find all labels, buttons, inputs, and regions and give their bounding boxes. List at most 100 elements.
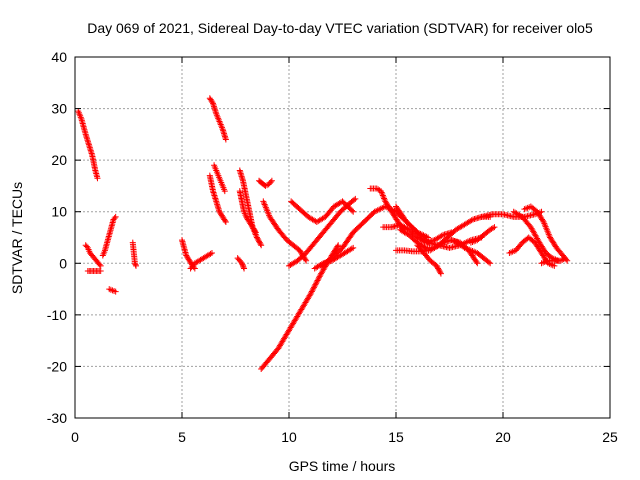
y-tick-label: 10: [51, 204, 67, 220]
data-point-fill: [348, 245, 355, 252]
data-point-fill: [239, 261, 246, 268]
data-point-fill: [473, 258, 480, 265]
data-point-fill: [539, 217, 546, 224]
data-point: [249, 224, 256, 231]
data-point: [487, 260, 494, 267]
data-point-fill: [381, 195, 388, 202]
data-point-fill: [251, 228, 258, 235]
data-point: [491, 224, 498, 231]
data-point: [437, 270, 444, 277]
data-point-fill: [314, 277, 321, 284]
data-point-fill: [255, 237, 262, 244]
data-point-fill: [310, 285, 317, 292]
data-point-fill: [207, 250, 214, 257]
data-point-fill: [560, 255, 567, 262]
y-tick-label: 30: [51, 101, 67, 117]
data-point: [352, 195, 359, 202]
data-point-fill: [253, 233, 260, 240]
y-tick-label: -20: [47, 358, 67, 374]
data-point-fill: [83, 243, 90, 250]
data-point: [253, 234, 260, 241]
data-point: [208, 249, 215, 256]
data-point-fill: [254, 235, 261, 242]
data-point-fill: [490, 225, 497, 232]
data-point-fill: [222, 217, 229, 224]
x-axis-label: GPS time / hours: [289, 458, 396, 474]
data-point-fill: [252, 231, 259, 238]
x-tick-label: 25: [602, 429, 618, 445]
data-point-fill: [436, 268, 443, 275]
x-tick-label: 20: [495, 429, 511, 445]
data-point-fill: [313, 278, 320, 285]
data-point: [97, 268, 104, 275]
data-point-fill: [267, 178, 274, 185]
data-point-fill: [240, 264, 247, 271]
data-point: [551, 262, 558, 269]
data-point: [112, 288, 119, 295]
data-point-fill: [381, 196, 388, 203]
data-point-fill: [437, 269, 444, 276]
data-point: [350, 244, 357, 251]
data-point-fill: [302, 256, 309, 263]
data-point: [474, 260, 481, 267]
x-tick-label: 0: [71, 429, 79, 445]
y-tick-label: -30: [47, 410, 67, 426]
data-point-fill: [434, 264, 441, 271]
data-point: [378, 188, 385, 195]
data-point: [132, 262, 139, 269]
data-point-fill: [315, 274, 322, 281]
data-point: [94, 175, 101, 182]
data-point-fill: [334, 243, 341, 250]
chart-title: Day 069 of 2021, Sidereal Day-to-day VTE…: [87, 20, 593, 36]
data-point-fill: [316, 273, 323, 280]
data-point: [268, 177, 275, 184]
plot-frame: [74, 56, 611, 419]
y-tick-label: 20: [51, 152, 67, 168]
x-tick-label: 15: [388, 429, 404, 445]
data-point-fill: [252, 230, 259, 237]
data-point: [239, 262, 246, 269]
grid: [75, 57, 610, 418]
data-point-fill: [311, 282, 318, 289]
data-point-fill: [312, 281, 319, 288]
data-point-fill: [132, 261, 139, 268]
data-point-fill: [435, 265, 442, 272]
data-point-fill: [438, 232, 445, 239]
data-point-fill: [485, 259, 492, 266]
data-point: [307, 291, 314, 298]
data-point-fill: [313, 280, 320, 287]
data-point-fill: [309, 287, 316, 294]
data-point: [241, 265, 248, 272]
data-point-fill: [256, 238, 263, 245]
data-point-fill: [468, 217, 475, 224]
data-point-fill: [421, 243, 428, 250]
data-point-fill: [250, 227, 257, 234]
data-point-fill: [96, 261, 103, 268]
data-point-fill: [380, 193, 387, 200]
data-point-fill: [257, 240, 264, 247]
data-point: [221, 188, 228, 195]
y-tick-label: -10: [47, 307, 67, 323]
data-point-fill: [378, 189, 385, 196]
data-point-fill: [209, 99, 216, 106]
data-point: [131, 260, 138, 267]
y-tick-label: 40: [51, 49, 67, 65]
data-point: [350, 208, 357, 215]
data-point-fill: [308, 288, 315, 295]
data-point-fill: [111, 215, 118, 222]
data-point: [222, 136, 229, 143]
data-point-fill: [256, 239, 263, 246]
data-point-fill: [250, 225, 257, 232]
y-tick-label: 0: [59, 255, 67, 271]
data-point: [238, 260, 245, 267]
x-tick-label: 5: [178, 429, 186, 445]
data-point-fill: [308, 289, 315, 296]
data-point-fill: [435, 266, 442, 273]
x-tick-label: 10: [281, 429, 297, 445]
data-point-fill: [351, 196, 358, 203]
data-point: [258, 242, 265, 249]
data-point-fill: [310, 284, 317, 291]
data-point-fill: [438, 240, 445, 247]
data-point: [112, 213, 119, 220]
